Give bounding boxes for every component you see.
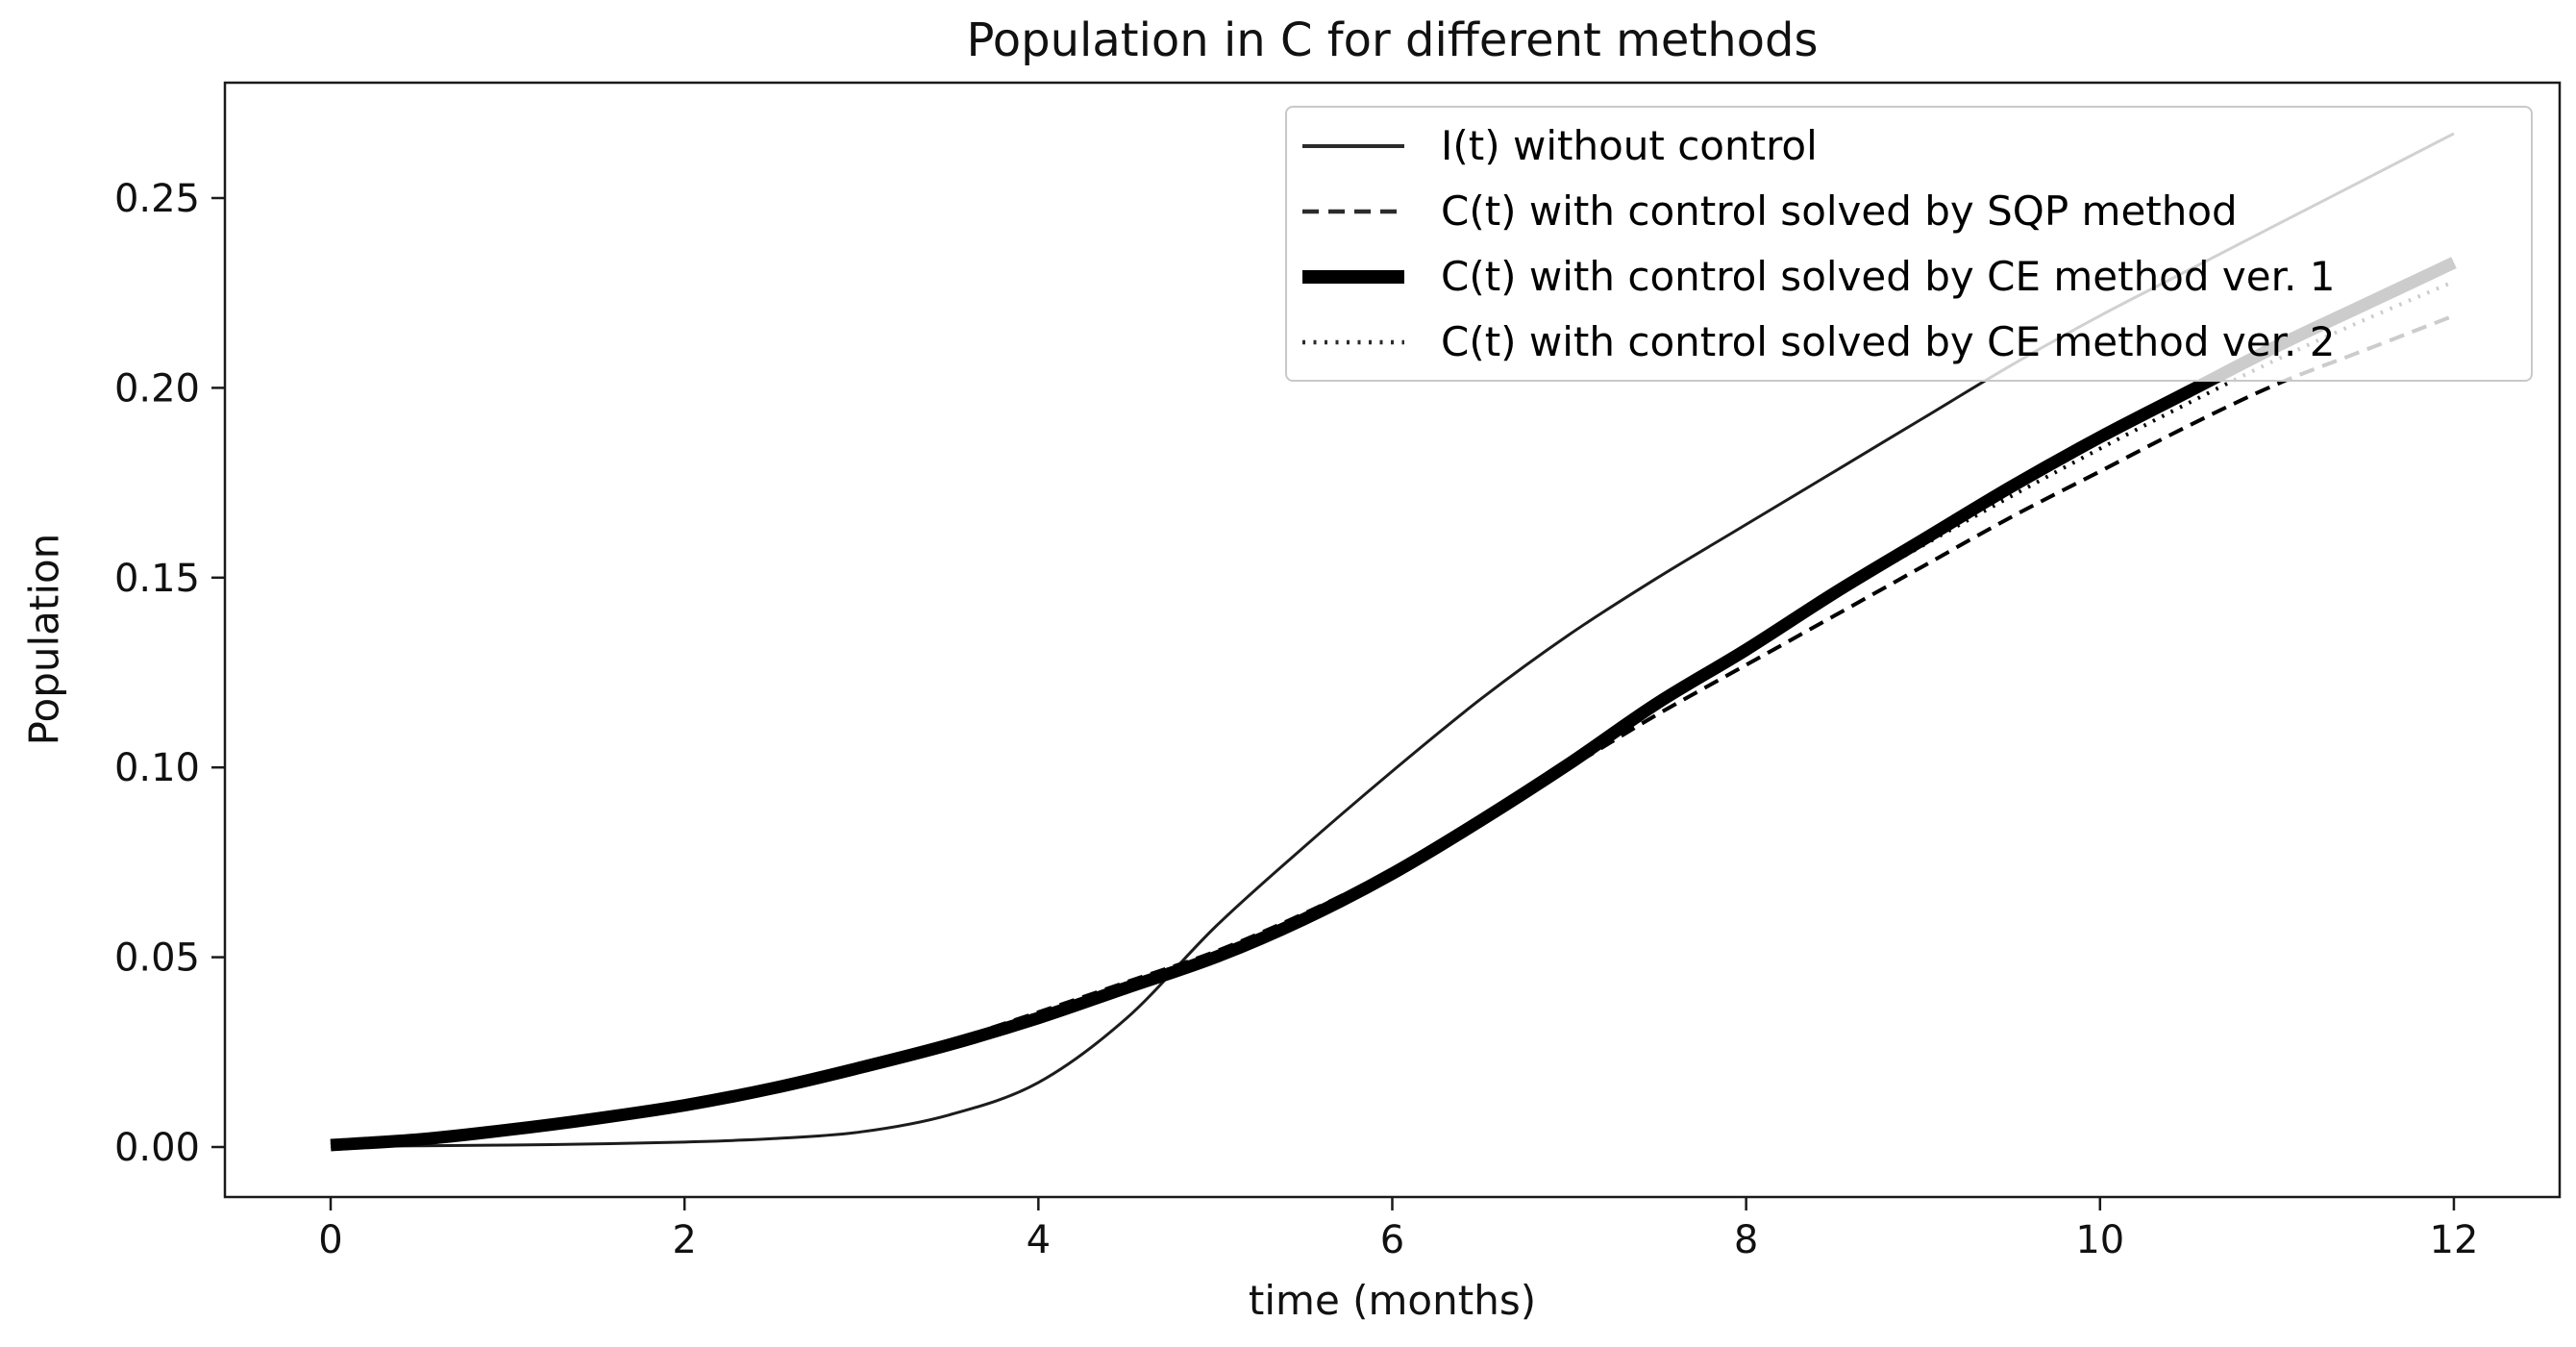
x-axis-label: time (months) — [1248, 1277, 1537, 1324]
legend-item-dashed: C(t) with control solved by SQP method — [1300, 179, 2521, 244]
y-tick-label: 0.25 — [114, 177, 200, 221]
y-tick-label: 0.15 — [114, 557, 200, 601]
legend-item-dotted: C(t) with control solved by CE method ve… — [1300, 310, 2521, 375]
legend-item-solid-thick: C(t) with control solved by CE method ve… — [1300, 244, 2521, 310]
x-tick-label: 2 — [672, 1218, 696, 1262]
y-tick-label: 0.00 — [114, 1126, 200, 1170]
curve-dashed — [330, 313, 2455, 1148]
dotted-line-icon — [1302, 339, 1404, 345]
legend: I(t) without control C(t) with control so… — [1285, 106, 2533, 382]
legend-item-label: C(t) with control solved by CE method ve… — [1441, 253, 2336, 300]
x-tick-label: 8 — [1734, 1218, 1758, 1262]
x-tick-label: 12 — [2430, 1218, 2479, 1262]
x-tick-label: 10 — [2075, 1218, 2124, 1262]
legend-item-label: I(t) without control — [1441, 122, 1818, 169]
x-tick-label: 4 — [1027, 1218, 1051, 1262]
y-tick-label: 0.10 — [114, 746, 200, 790]
dashed-line-icon — [1302, 209, 1404, 214]
curve-solid-thick — [330, 257, 2457, 1152]
x-tick-label: 6 — [1380, 1218, 1404, 1262]
chart-title: Population in C for different methods — [966, 13, 1819, 67]
legend-item-label: C(t) with control solved by CE method ve… — [1441, 318, 2336, 365]
legend-item-label: C(t) with control solved by SQP method — [1441, 187, 2238, 235]
y-axis-label: Population — [20, 533, 68, 746]
y-tick-label: 0.20 — [114, 366, 200, 411]
x-tick-label: 0 — [318, 1218, 342, 1262]
y-tick-label: 0.05 — [114, 936, 200, 981]
curve-dotted — [330, 280, 2455, 1148]
legend-item-solid-thin: I(t) without control — [1300, 113, 2521, 179]
solid-thin-line-icon — [1302, 144, 1404, 148]
solid-thick-line-icon — [1302, 270, 1404, 284]
